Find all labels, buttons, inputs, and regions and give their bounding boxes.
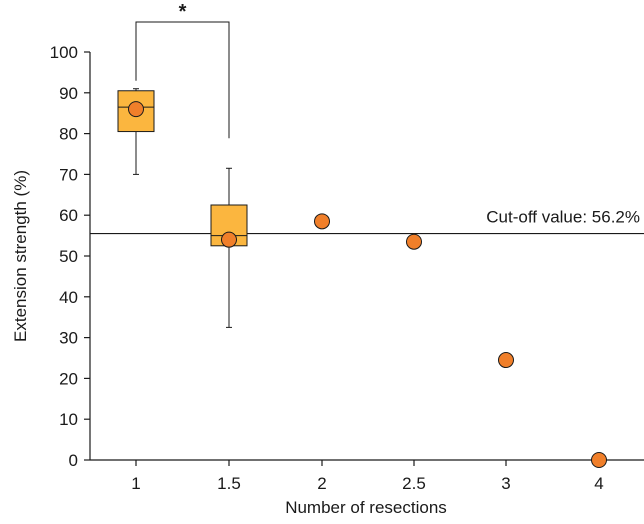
bracket-line [135,21,230,139]
y-tick-label: 50 [59,247,78,266]
cutoff-label: Cut-off value: 56.2% [486,208,640,227]
y-axis: 0 10 20 30 40 50 60 70 80 90 100 [50,43,91,470]
y-tick-label: 60 [59,206,78,225]
y-tick-label: 40 [59,288,78,307]
mean-point [221,231,237,248]
box-1-5 [210,167,248,328]
x-tick-label: 2 [317,474,326,493]
y-tick-label: 0 [69,451,78,470]
y-tick-label: 20 [59,369,78,388]
data-point [314,213,330,230]
y-tick-label: 90 [59,84,78,103]
y-tick-label: 30 [59,329,78,348]
x-axis: 1 1.5 2 2.5 3 4 [90,459,644,493]
x-tick-label: 1 [131,474,140,493]
x-axis-title: Number of resections [285,498,447,517]
y-tick-label: 80 [59,125,78,144]
y-axis-title: Extension strength (%) [11,170,30,342]
boxes [117,88,248,328]
data-points [314,213,607,468]
x-tick-label: 4 [594,474,603,493]
significance-star: * [179,1,187,23]
mean-point [128,101,144,118]
y-tick-label: 100 [50,43,78,62]
cutoff-line-group: Cut-off value: 56.2% [90,208,644,235]
significance-bracket: * [135,1,230,139]
data-point [591,452,607,468]
x-tick-label: 2.5 [402,474,426,493]
y-tick-label: 10 [59,410,78,429]
y-tick-label: 70 [59,165,78,184]
data-point [498,352,514,369]
box-1 [117,88,155,175]
x-tick-label: 3 [501,474,510,493]
x-tick-label: 1.5 [217,474,241,493]
data-point [406,233,422,250]
